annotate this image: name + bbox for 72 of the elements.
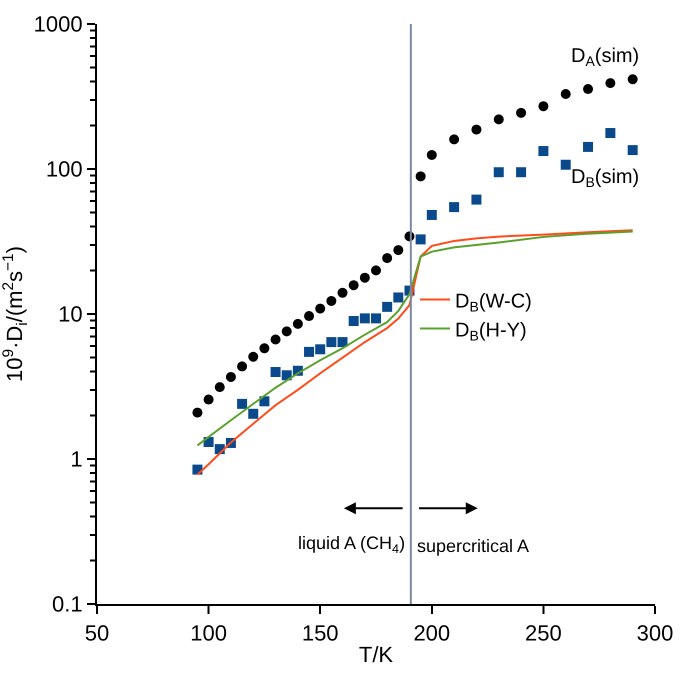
- point: [494, 167, 504, 178]
- point: [326, 296, 336, 306]
- point: [270, 334, 281, 344]
- point: [605, 128, 616, 138]
- point: [471, 124, 482, 135]
- x-tick-label: 50: [84, 620, 110, 646]
- point: [605, 78, 616, 88]
- point: [204, 394, 214, 405]
- point: [315, 344, 326, 354]
- series-label: D$_{A}$(sim): [571, 45, 640, 70]
- x-tick-label: 300: [636, 620, 674, 646]
- point: [583, 142, 594, 152]
- point: [583, 84, 594, 94]
- point: [538, 146, 548, 156]
- point: [226, 372, 236, 382]
- point: [360, 272, 370, 283]
- point: [628, 74, 638, 84]
- legend-label: D$_{B}$(H-Y): [455, 319, 527, 344]
- annotation: supercritical A: [417, 536, 530, 556]
- point: [560, 89, 571, 100]
- y-tick-label: 1000: [34, 12, 83, 37]
- point: [449, 202, 460, 212]
- point: [449, 134, 460, 144]
- x-tick-label: 100: [190, 620, 227, 646]
- point: [348, 280, 359, 290]
- point: [371, 313, 381, 324]
- x-tick-label: 200: [413, 620, 450, 646]
- point: [259, 396, 270, 406]
- point: [471, 194, 482, 205]
- y-tick-label: 1: [70, 446, 83, 472]
- point: [371, 265, 381, 276]
- point: [237, 398, 248, 409]
- point: [192, 408, 202, 418]
- annotation: liquid A (CH$_{4}$): [298, 533, 406, 556]
- point: [382, 253, 392, 264]
- point: [292, 318, 303, 329]
- point: [360, 313, 370, 324]
- point: [282, 326, 292, 336]
- point: [494, 114, 504, 124]
- x-tick-label: 150: [302, 620, 339, 646]
- point: [426, 210, 437, 220]
- point: [259, 343, 270, 354]
- point: [416, 171, 426, 182]
- point: [348, 316, 359, 326]
- point: [326, 337, 336, 348]
- point: [382, 302, 392, 312]
- legend-label: D$_{B}$(W-C): [455, 290, 532, 314]
- point: [426, 150, 437, 160]
- x-tick-label: 250: [525, 620, 562, 646]
- y-tick-label: 100: [46, 156, 83, 182]
- point: [516, 167, 526, 178]
- point: [393, 292, 404, 302]
- point: [560, 160, 571, 170]
- point: [416, 234, 426, 244]
- point: [516, 108, 526, 118]
- x-axis-title: T/K: [358, 642, 394, 667]
- series-label: D$_{B}$(sim): [571, 166, 640, 190]
- point: [304, 346, 314, 357]
- point: [315, 304, 326, 314]
- point: [237, 361, 248, 372]
- y-tick-label: 0.1: [52, 592, 83, 617]
- point: [393, 245, 404, 256]
- point: [538, 101, 548, 112]
- point: [270, 367, 281, 378]
- point: [338, 337, 348, 348]
- point: [248, 352, 258, 362]
- y-tick-label: 10: [58, 302, 83, 327]
- point: [304, 311, 314, 322]
- point: [628, 145, 638, 156]
- point: [338, 288, 348, 298]
- point: [214, 382, 225, 392]
- point: [248, 408, 258, 419]
